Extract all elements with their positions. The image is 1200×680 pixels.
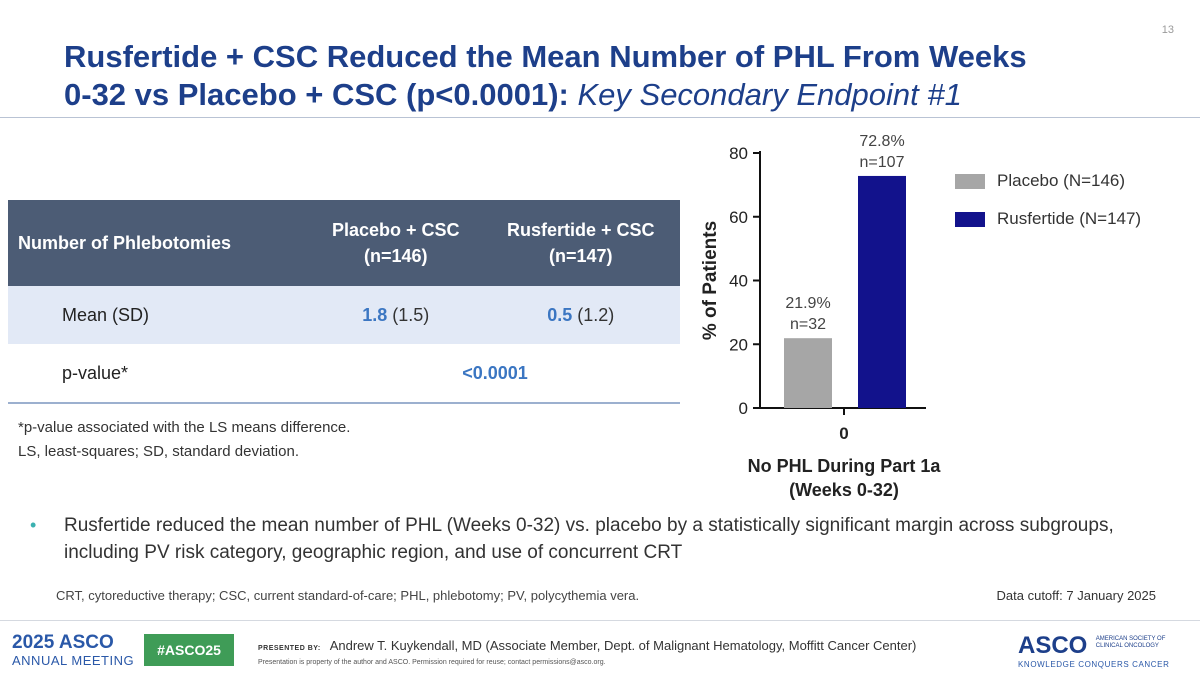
table-header-row: Number of Phlebotomies Placebo + CSC (n=… [8, 200, 680, 286]
key-finding-bullet: • Rusfertide reduced the mean number of … [30, 512, 1180, 566]
bullet-dot-icon: • [30, 515, 37, 535]
society-line2: CLINICAL ONCOLOGY [1095, 643, 1159, 649]
table-header-rusfertide: Rusfertide + CSC (n=147) [481, 200, 680, 286]
legend-label-placebo: Placebo (N=146) [997, 171, 1126, 190]
mean-label: Mean (SD) [8, 286, 310, 344]
pvalue: <0.0001 [462, 362, 528, 383]
chart-legend: Placebo (N=146) Rusfertide (N=147) [955, 170, 1141, 246]
bar-label-pct-rusfertide: 72.8% [859, 133, 904, 150]
y-tick-label: 60 [729, 208, 748, 227]
presenter-line: PRESENTED BY: Andrew T. Kuykendall, MD (… [258, 638, 916, 653]
table-header-label: Number of Phlebotomies [8, 200, 310, 286]
meeting-logo: 2025 ASCO ANNUAL MEETING [12, 632, 135, 670]
y-tick-label: 20 [729, 335, 748, 354]
rusfertide-header-line1: Rusfertide + CSC [507, 220, 655, 240]
meeting-subtitle: ANNUAL MEETING [12, 653, 135, 668]
slide-title: Rusfertide + CSC Reduced the Mean Number… [64, 38, 1144, 114]
placebo-header-line1: Placebo + CSC [332, 220, 460, 240]
y-tick-label: 40 [729, 272, 748, 291]
rusfertide-mean: 0.5 [547, 304, 573, 325]
bar-placebo [784, 338, 832, 408]
bar-rusfertide [858, 175, 906, 408]
asco-logo-text: ASCO [1018, 632, 1088, 659]
x-axis-label-line1: No PHL During Part 1a [748, 456, 942, 476]
title-line1: Rusfertide + CSC Reduced the Mean Number… [64, 39, 1027, 74]
data-cutoff: Data cutoff: 7 January 2025 [996, 588, 1156, 603]
phlebotomy-table: Number of Phlebotomies Placebo + CSC (n=… [8, 200, 680, 404]
legend-swatch-rusfertide [955, 211, 985, 227]
bar-label-pct-placebo: 21.9% [785, 295, 830, 312]
footer-divider [0, 620, 1200, 621]
placebo-mean-cell: 1.8 (1.5) [310, 286, 482, 344]
placebo-mean: 1.8 [362, 304, 388, 325]
table-header-placebo: Placebo + CSC (n=146) [310, 200, 482, 286]
title-italic: Key Secondary Endpoint #1 [577, 77, 962, 112]
bar-chart: 0 20 40 60 80 0 % of Patients No PHL During Par… [700, 133, 942, 500]
presented-by-label: PRESENTED BY: [258, 645, 321, 652]
legend-entry-placebo: Placebo (N=146) [955, 170, 1141, 192]
x-tick-label: 0 [839, 424, 848, 443]
placebo-header-line2: (n=146) [364, 246, 428, 266]
y-axis-label: % of Patients [700, 221, 721, 340]
title-line2: 0-32 vs Placebo + CSC (p<0.0001): [64, 77, 569, 112]
bar-label-n-rusfertide: n=107 [860, 154, 905, 171]
rusfertide-mean-cell: 0.5 (1.2) [481, 286, 680, 344]
slide-number: 13 [1161, 24, 1174, 36]
footnote-line1: *p-value associated with the LS means di… [18, 419, 351, 436]
asco-tagline: KNOWLEDGE CONQUERS CANCER [1018, 660, 1170, 669]
abbreviations-note: CRT, cytoreductive therapy; CSC, current… [56, 588, 640, 603]
rusfertide-sd: (1.2) [577, 304, 615, 325]
y-tick-label: 0 [739, 399, 748, 418]
footnote-line2: LS, least-squares; SD, standard deviatio… [18, 443, 299, 460]
society-line1: AMERICAN SOCIETY OF [1095, 636, 1166, 642]
x-axis-label-line2: (Weeks 0-32) [789, 480, 899, 500]
asco-society-logo: ASCO AMERICAN SOCIETY OF CLINICAL ONCOLO… [1018, 632, 1188, 669]
legend-label-rusfertide: Rusfertide (N=147) [997, 209, 1142, 228]
bullet-text: Rusfertide reduced the mean number of PH… [64, 515, 1114, 563]
legend-swatch-placebo [955, 173, 985, 189]
pvalue-label: p-value* [8, 344, 310, 404]
rusfertide-header-line2: (n=147) [549, 246, 613, 266]
table-footnote: *p-value associated with the LS means di… [18, 416, 350, 464]
y-tick-label: 80 [729, 144, 748, 163]
presenter-name: Andrew T. Kuykendall, MD (Associate Memb… [329, 638, 917, 653]
placebo-sd: (1.5) [392, 304, 430, 325]
meeting-name: 2025 ASCO [12, 632, 114, 653]
property-note: Presentation is property of the author a… [258, 659, 606, 666]
table-row: Mean (SD) 1.8 (1.5) 0.5 (1.2) [8, 286, 680, 344]
hashtag-badge: #ASCO25 [144, 634, 234, 666]
pvalue-cell: <0.0001 [310, 344, 680, 404]
society-name: AMERICAN SOCIETY OF CLINICAL ONCOLOGY [1096, 636, 1166, 650]
legend-entry-rusfertide: Rusfertide (N=147) [955, 208, 1141, 230]
title-divider [0, 117, 1200, 118]
table-row: p-value* <0.0001 [8, 344, 680, 404]
bar-label-n-placebo: n=32 [790, 316, 826, 333]
